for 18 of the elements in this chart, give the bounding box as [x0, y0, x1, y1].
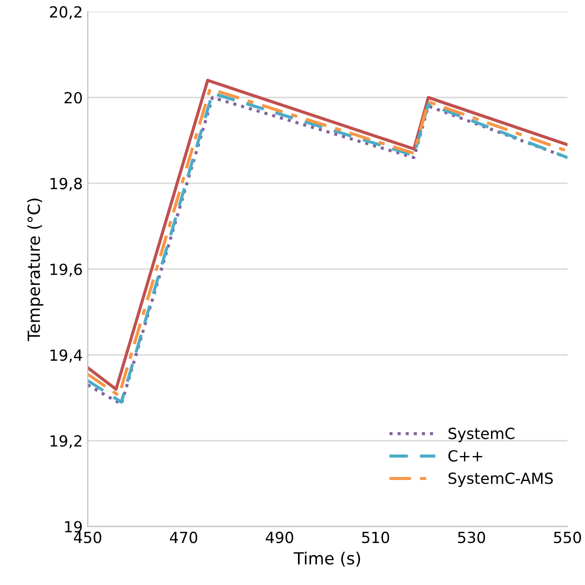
x-tick-label: 510 — [362, 532, 390, 544]
x-tick-label: 490 — [266, 532, 294, 544]
y-tick-label: 20 — [64, 92, 82, 104]
x-tick-label: 530 — [458, 532, 486, 544]
y-axis-title: Temperature (°C) — [27, 198, 44, 342]
x-tick-label: 450 — [74, 532, 102, 544]
x-tick-label: 470 — [170, 532, 198, 544]
y-tick-label: 19 — [65, 520, 82, 533]
y-tick-label: 19,6 — [50, 264, 82, 277]
x-tick-label: 550 — [554, 532, 582, 544]
legend-label: SystemC — [448, 428, 514, 442]
y-tick-label: 20,2 — [50, 6, 82, 20]
y-tick-label: 19,4 — [50, 349, 82, 362]
legend-label: C++ — [448, 450, 482, 462]
x-axis-title: Time (s) — [294, 552, 360, 567]
y-tick-label: 19,2 — [50, 435, 82, 448]
legend-label: SystemC-AMS — [448, 472, 553, 488]
y-tick-label: 19,8 — [50, 178, 82, 191]
